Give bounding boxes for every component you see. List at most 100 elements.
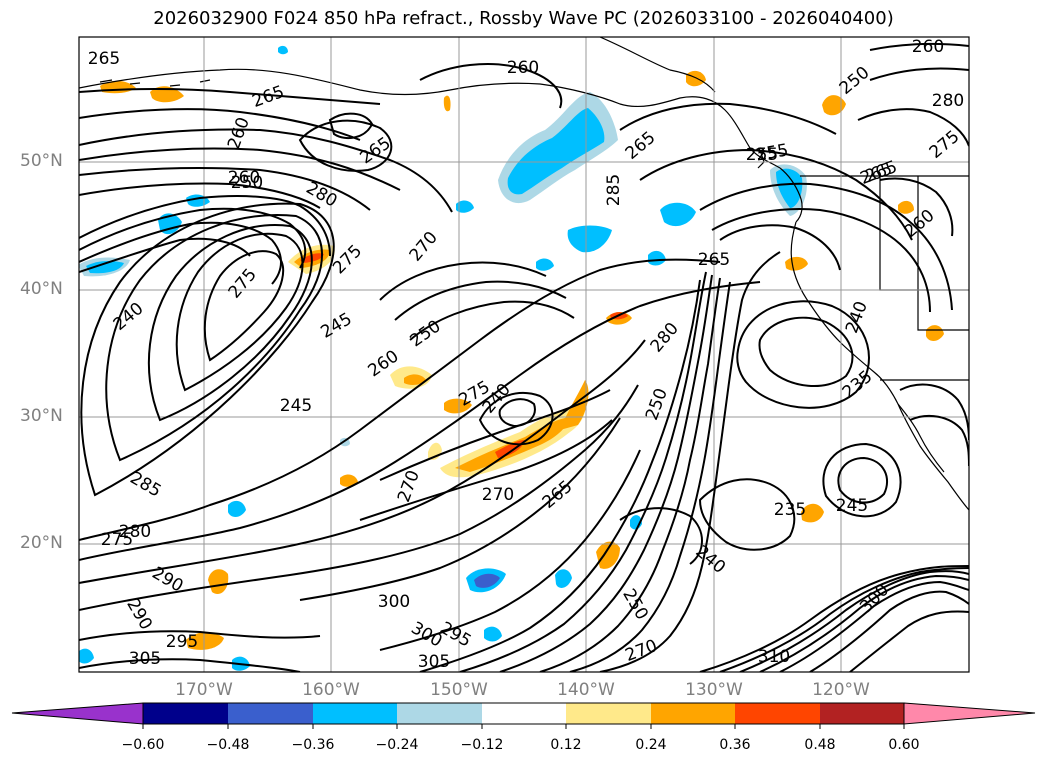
lon-label-130w: 130°W (685, 680, 743, 700)
colorbar-segment (566, 703, 651, 724)
contour-line (869, 67, 969, 81)
contour-line (779, 580, 969, 672)
contour-line (699, 182, 953, 311)
contour-label: 295 (166, 632, 198, 652)
contour-line (498, 398, 536, 428)
contour-line (79, 147, 401, 191)
colorbar-segment (228, 703, 313, 724)
colorbar-tick-label: −0.60 (121, 737, 165, 753)
colorbar (11, 702, 1036, 729)
contour-label: 280 (932, 91, 964, 111)
contour-line (619, 507, 703, 565)
contour-line (79, 339, 646, 584)
contour-line (809, 590, 969, 672)
contour-line (79, 658, 301, 672)
contour-line (619, 102, 837, 135)
anomaly-patch (444, 398, 472, 414)
colorbar-segment (313, 703, 397, 724)
anomaly-patch (208, 569, 229, 594)
contour-label: 265 (88, 49, 120, 69)
colorbar-segment (143, 703, 228, 724)
contour-line (79, 166, 371, 211)
lat-label-20n: 20°N (20, 533, 63, 553)
colorbar-segment (820, 703, 904, 724)
anomaly-patch (555, 569, 572, 588)
contour-line (79, 195, 331, 257)
contour-line (599, 251, 781, 672)
anomaly-patch (340, 474, 358, 487)
anomaly-patch (596, 541, 620, 569)
colorbar-tick-label: 0.12 (550, 737, 582, 753)
contour-line (569, 281, 731, 672)
contour-line (79, 108, 361, 141)
colorbar-tick-label: 0.60 (888, 737, 920, 753)
contour-line (719, 567, 969, 672)
contour-line (719, 224, 841, 271)
refractivity-contours (79, 42, 969, 672)
coastline-baja (897, 403, 969, 511)
contour-line (698, 478, 796, 551)
contour-label: 245 (836, 496, 868, 516)
border-state (917, 176, 969, 331)
contour-line (409, 300, 575, 341)
contour-line (869, 42, 969, 51)
lon-label-160w: 160°W (302, 680, 360, 700)
contour-label: 280 (119, 522, 151, 542)
anomaly-patch (443, 95, 451, 112)
contour-line (758, 316, 854, 387)
contour-label: 275 (101, 530, 133, 550)
contour-line (699, 565, 969, 672)
contour-label: 260 (507, 58, 539, 78)
coastline-mexico-gulf (897, 403, 945, 473)
colorbar-tick-label: −0.36 (291, 737, 335, 753)
contour-line (759, 574, 969, 672)
colorbar-segment (735, 703, 820, 724)
anomaly-patch (228, 500, 246, 517)
contour-label: 300 (378, 592, 410, 612)
anomaly-patch (507, 108, 605, 195)
contour-line (203, 250, 285, 362)
contour-label: 260 (912, 37, 944, 57)
contour-line (79, 258, 721, 541)
contour-label: 310 (758, 647, 790, 667)
island-aleutian (99, 79, 211, 87)
anomaly-patch (785, 256, 808, 271)
contour-line (394, 280, 567, 321)
contour-line (739, 570, 969, 672)
contour-line (857, 108, 969, 147)
colorbar-tick-label: −0.48 (206, 737, 250, 753)
lat-label-50n: 50°N (20, 151, 63, 171)
colorbar-tick-label: −0.12 (460, 737, 504, 753)
contour-line (478, 392, 554, 446)
lat-label-40n: 40°N (20, 279, 63, 299)
colorbar-segment (397, 703, 482, 724)
contour-line (639, 148, 913, 241)
contour-line (79, 237, 251, 273)
contour-line (79, 281, 761, 561)
anomaly-patch (898, 200, 914, 214)
lon-label-150w: 150°W (430, 680, 488, 700)
contour-line (379, 389, 611, 481)
contour-label: 245 (280, 396, 312, 416)
anomaly-patch (404, 374, 426, 385)
contour-label: 255 (746, 145, 778, 165)
contour-line (419, 279, 701, 672)
contour-line (837, 456, 889, 504)
contour-label: 235 (774, 500, 806, 520)
contour-line (379, 261, 547, 301)
anomaly-patch (484, 626, 502, 642)
contour-line (79, 128, 453, 213)
contour-line (499, 274, 713, 672)
anomaly-patch (660, 202, 696, 227)
coastlines (79, 37, 969, 511)
map-frame (78, 36, 970, 673)
anomaly-patch (79, 648, 94, 664)
colorbar-segment (482, 703, 566, 724)
colorbar-tick-label: 0.36 (719, 737, 751, 753)
contour-line (299, 417, 621, 601)
lon-label-140w: 140°W (557, 680, 615, 700)
anomaly-patch (776, 168, 803, 208)
coastline-alaska-north (599, 37, 716, 93)
anomaly-patch (567, 225, 612, 253)
contour-line (379, 449, 641, 651)
